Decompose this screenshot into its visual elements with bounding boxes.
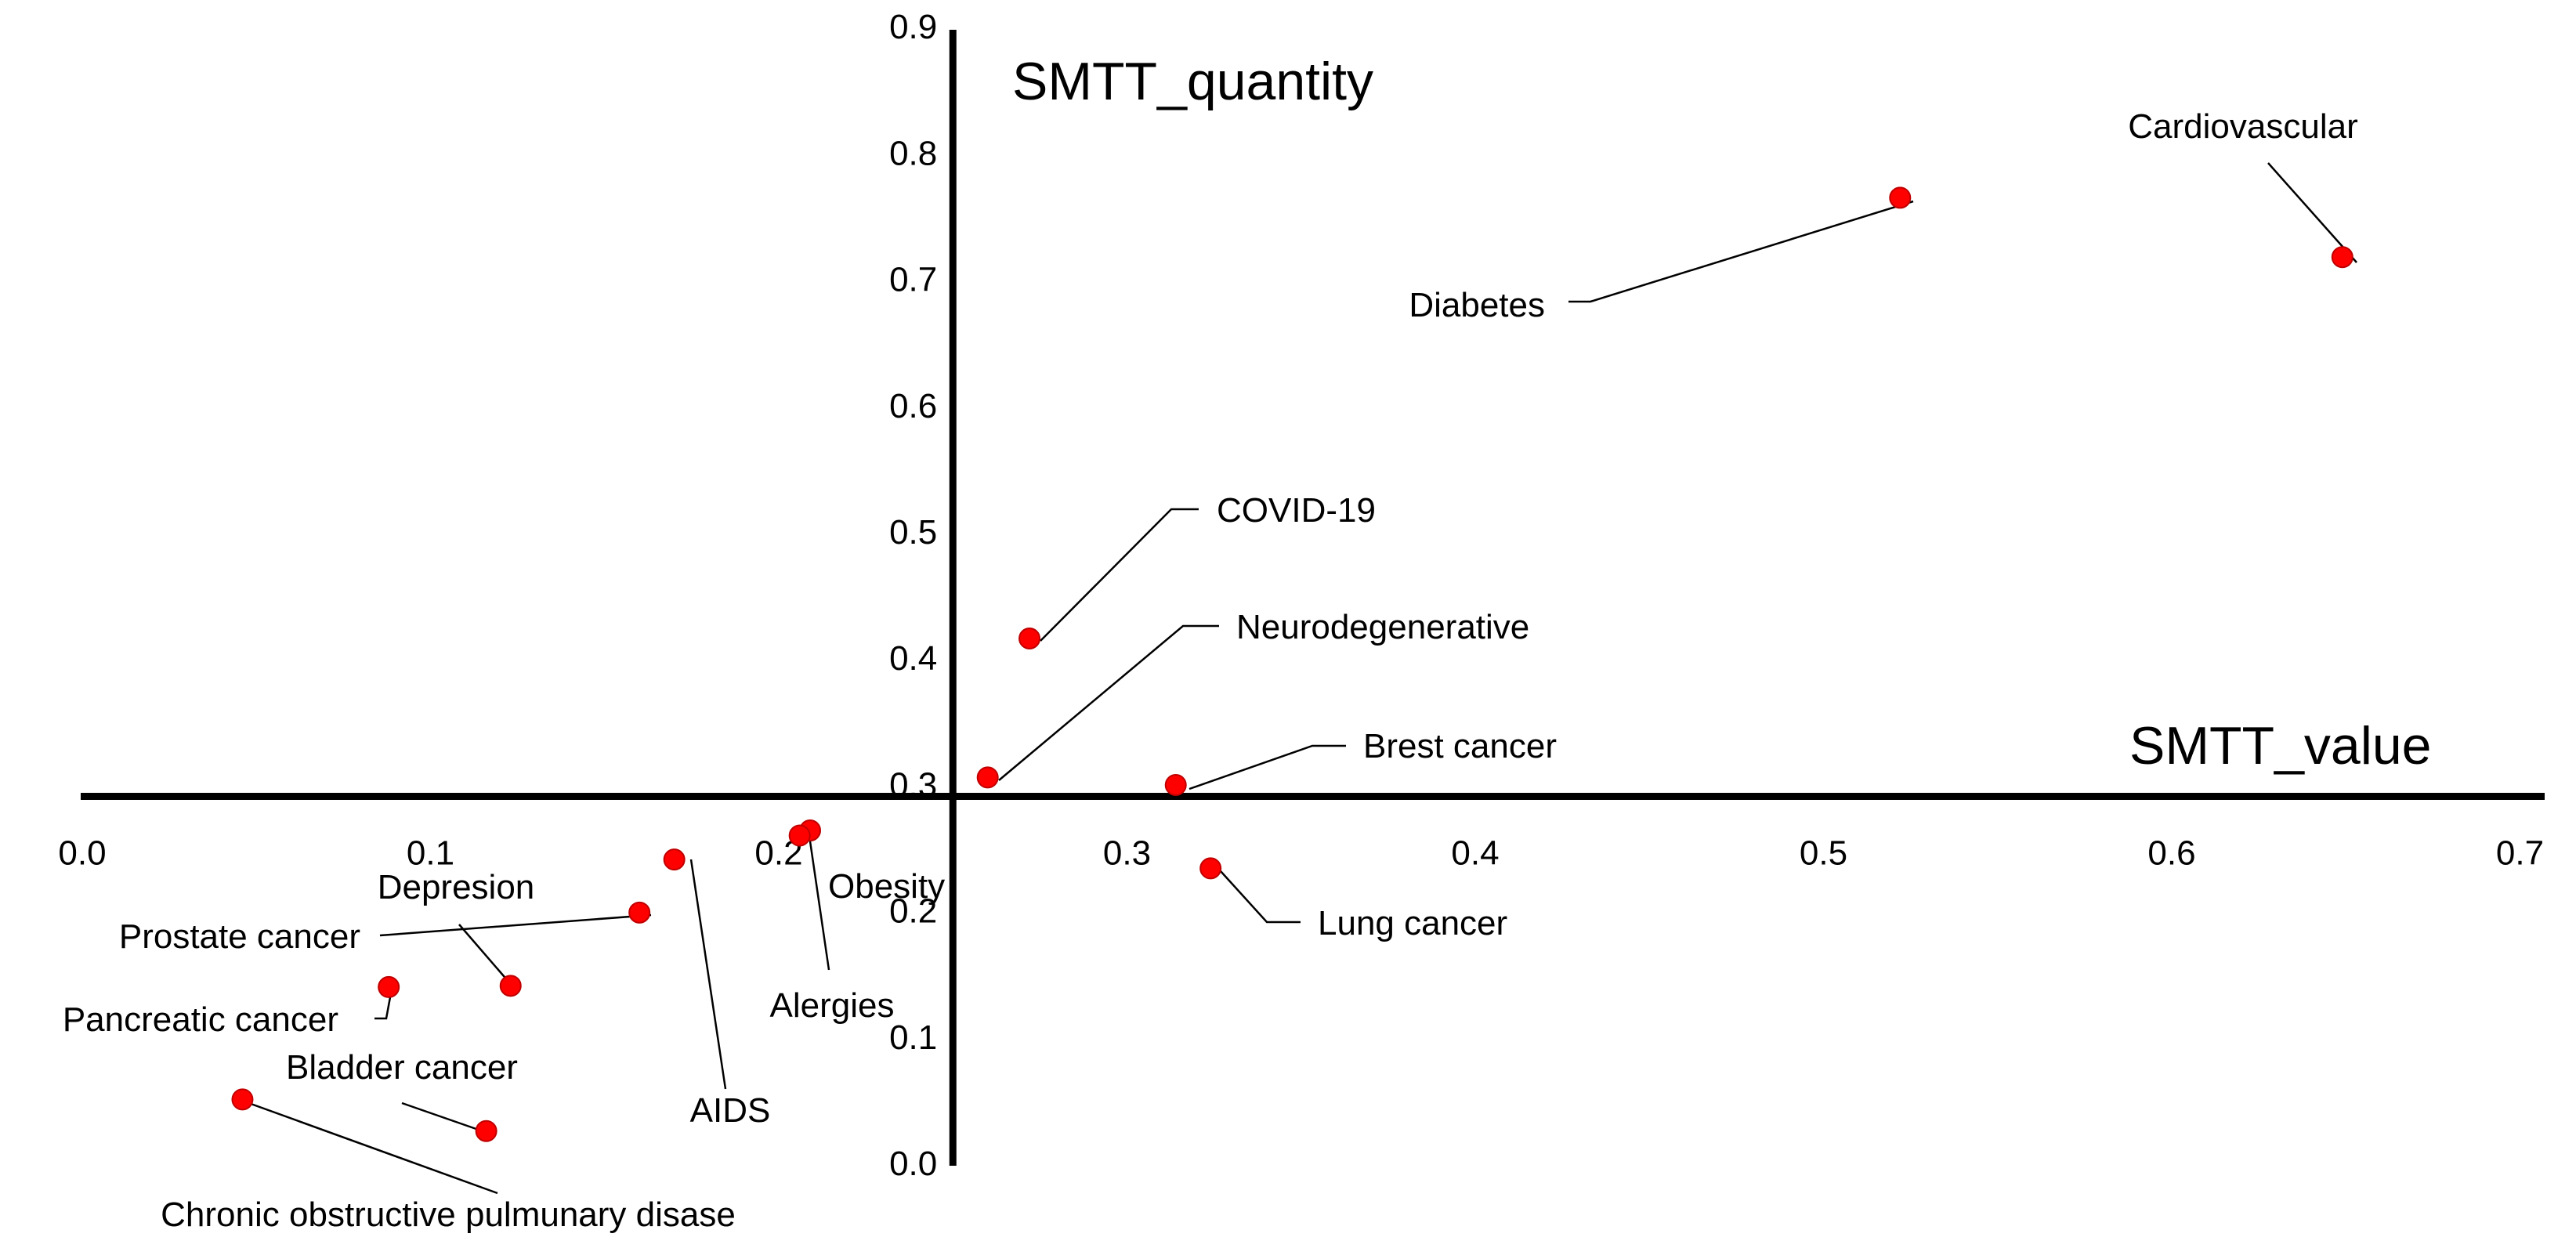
- point-label-covid-19: COVID-19: [1217, 491, 1376, 530]
- point-label-prostate-cancer: Prostate cancer: [119, 917, 360, 956]
- point-brest-cancer: [1164, 774, 1187, 797]
- point-labels: Cardiovascular Diabetes COVID-19 Neurodegen…: [63, 107, 2358, 1234]
- y-tick-label: 0.8: [889, 134, 937, 172]
- x-tick-label: 0.3: [1103, 834, 1151, 873]
- leader-line-chronic-obstructive-pulmunary-disase: [244, 1100, 498, 1195]
- point-lung-cancer: [1199, 857, 1222, 880]
- point-depresion: [499, 975, 522, 997]
- point-cardiovascular: [2331, 246, 2353, 269]
- leader-line-diabetes: [1568, 200, 1914, 303]
- x-tick-label: 0.0: [58, 834, 106, 873]
- point-label-aids: AIDS: [690, 1091, 771, 1130]
- leader-line-brest-cancer: [1189, 744, 1346, 790]
- leader-line-bladder-cancer: [401, 1101, 490, 1135]
- point-chronic-obstructive-pulmunary-disase: [231, 1088, 254, 1111]
- x-tick-label: 0.4: [1451, 834, 1499, 873]
- point-bladder-cancer: [475, 1120, 497, 1142]
- y-tick-label: 0.0: [889, 1145, 937, 1183]
- point-label-neurodegenerative: Neurodegenerative: [1236, 608, 1529, 646]
- point-label-diabetes: Diabetes: [1409, 286, 1545, 324]
- point-label-chronic-obstructive-pulmunary-disase: Chronic obstructive pulmunary disase: [161, 1196, 736, 1234]
- leader-line-prostate-cancer: [379, 913, 652, 937]
- point-label-bladder-cancer: Bladder cancer: [286, 1048, 518, 1087]
- y-tick-label: 0.7: [889, 261, 937, 299]
- y-tick-label: 0.9: [889, 8, 937, 46]
- point-label-lung-cancer: Lung cancer: [1318, 904, 1507, 942]
- x-tick-label: 0.6: [2147, 834, 2195, 873]
- point-aids: [663, 848, 686, 871]
- leader-line-cardiovascular: [2267, 162, 2357, 263]
- leader-lines: [244, 162, 2357, 1195]
- x-tick-label: 0.7: [2496, 834, 2544, 873]
- axes: 0.0 0.1 0.2 0.3 0.4 0.5 0.6 0.70.00.10.20.30.40…: [58, 8, 2545, 1183]
- point-label-obesity: Obesity: [828, 867, 945, 906]
- y-tick-label: 0.2: [889, 892, 937, 931]
- point-neurodegenerative: [976, 766, 999, 789]
- point-label-cardiovascular: Cardiovascular: [2128, 107, 2357, 146]
- y-tick-label: 0.3: [889, 765, 937, 804]
- point-label-pancreatic-cancer: Pancreatic cancer: [63, 1000, 338, 1039]
- leader-line-pancreatic-cancer: [374, 988, 393, 1020]
- leader-line-alergies: [808, 835, 830, 971]
- point-label-brest-cancer: Brest cancer: [1363, 727, 1557, 765]
- x-tick-label: 0.1: [407, 834, 454, 873]
- point-alergies: [788, 824, 811, 847]
- point-covid-19: [1018, 628, 1041, 650]
- y-tick-label: 0.1: [889, 1018, 937, 1057]
- y-axis-title: SMTT_quantity: [1012, 52, 1373, 111]
- data-points: [231, 186, 2353, 1142]
- x-tick-label: 0.5: [1800, 834, 1847, 873]
- point-prostate-cancer: [628, 901, 651, 924]
- y-tick-label: 0.4: [889, 639, 937, 678]
- y-tick-label: 0.6: [889, 387, 937, 425]
- x-axis-title: SMTT_value: [2129, 716, 2431, 776]
- point-diabetes: [1889, 186, 1912, 209]
- leader-line-covid-19: [1040, 508, 1199, 642]
- point-pancreatic-cancer: [378, 975, 400, 998]
- leader-line-aids: [689, 859, 727, 1090]
- point-label-alergies: Alergies: [770, 986, 895, 1025]
- point-label-depresion: Depresion: [378, 868, 535, 906]
- leader-line-neurodegenerative: [998, 624, 1219, 781]
- leader-line-lung-cancer: [1220, 870, 1301, 924]
- y-tick-label: 0.5: [889, 513, 937, 552]
